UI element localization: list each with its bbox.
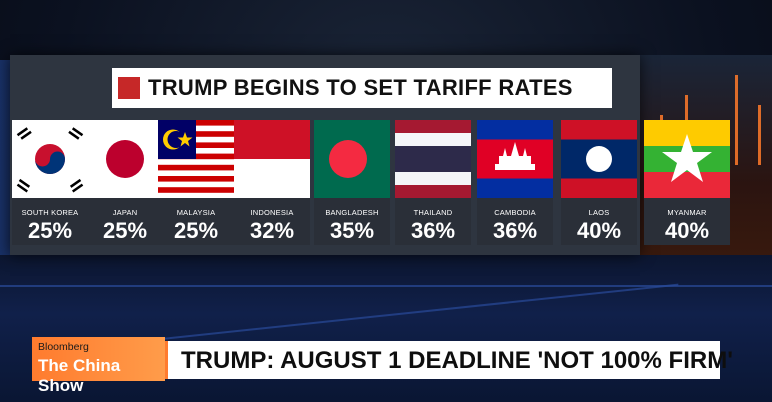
country-card: THAILAND 36% — [395, 120, 471, 245]
floor-line — [81, 283, 679, 349]
country-name: INDONESIA — [250, 208, 294, 217]
myanmar-flag — [644, 120, 730, 198]
ticker-accent-bar — [165, 341, 168, 379]
bangladesh-flag — [314, 120, 390, 198]
south-korea-flag — [12, 120, 88, 198]
country-name: CAMBODIA — [494, 208, 536, 217]
country-card: MALAYSIA 25% — [158, 120, 234, 245]
country-name: MALAYSIA — [176, 208, 216, 217]
floor-line — [0, 285, 772, 287]
tariff-rate: 36% — [492, 218, 538, 243]
country-name: JAPAN — [112, 208, 138, 217]
country-card: JAPAN 25% — [87, 120, 163, 245]
network-name: Bloomberg — [38, 341, 89, 353]
country-card: INDONESIA 32% — [234, 120, 310, 245]
tariff-rate: 25% — [173, 218, 219, 243]
country-name: LAOS — [588, 208, 610, 217]
lower-third-headline: TRUMP: AUGUST 1 DEADLINE 'NOT 100% FIRM' — [165, 341, 733, 379]
country-name: THAILAND — [413, 208, 453, 217]
title-accent-square — [118, 77, 140, 99]
country-name: BANGLADESH — [325, 208, 379, 217]
country-name: MYANMAR — [667, 208, 707, 217]
country-card: LAOS 40% — [561, 120, 637, 245]
graphic-title-bar: TRUMP BEGINS TO SET TARIFF RATES — [112, 68, 612, 108]
graphic-title: TRUMP BEGINS TO SET TARIFF RATES — [148, 75, 573, 100]
country-card: BANGLADESH 35% — [314, 120, 390, 245]
chart-light — [735, 75, 738, 165]
tariff-rate: 32% — [249, 218, 295, 243]
show-name: The China Show — [38, 356, 121, 395]
show-brand-box: Bloomberg The China Show — [32, 337, 165, 395]
tariff-rate: 40% — [576, 218, 622, 243]
cambodia-flag — [477, 120, 553, 198]
laos-flag — [561, 120, 637, 198]
indonesia-flag — [234, 120, 310, 198]
country-card: CAMBODIA 36% — [477, 120, 553, 245]
country-card: SOUTH KOREA 25% — [12, 120, 88, 245]
tariff-rate: 25% — [27, 218, 73, 243]
malaysia-flag — [158, 120, 234, 198]
tariff-rate: 40% — [664, 218, 710, 243]
chart-light — [758, 105, 761, 165]
tariff-rate: 35% — [329, 218, 375, 243]
thailand-flag — [395, 120, 471, 198]
tariff-rate: 36% — [410, 218, 456, 243]
country-name: SOUTH KOREA — [21, 208, 79, 217]
japan-flag — [87, 120, 163, 198]
tariff-rate: 25% — [102, 218, 148, 243]
country-card: MYANMAR 40% — [644, 120, 730, 245]
headline-text: TRUMP: AUGUST 1 DEADLINE 'NOT 100% FIRM' — [181, 347, 733, 374]
